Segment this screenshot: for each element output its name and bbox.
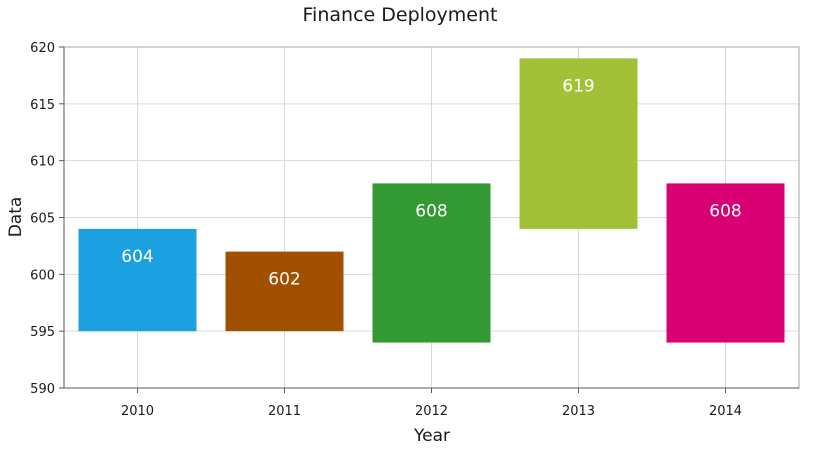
data-label-2011: 602 — [268, 270, 300, 290]
axes: 590 595 600 605 610 615 620 2010 2011 2012 2013 201… — [30, 41, 799, 419]
x-tick-label: 2013 — [562, 404, 595, 419]
y-tick-label: 615 — [30, 98, 55, 113]
x-tick-label: 2010 — [121, 404, 154, 419]
chart-title: Finance Deployment — [303, 4, 498, 26]
bar-2011[interactable] — [225, 251, 344, 332]
data-label-2013: 619 — [562, 76, 594, 96]
data-label-2010: 604 — [121, 247, 153, 267]
x-axis-label: Year — [413, 426, 450, 446]
y-tick-label: 620 — [30, 41, 55, 56]
x-tick-label: 2012 — [415, 404, 448, 419]
bar-2010[interactable] — [78, 228, 197, 332]
bar-2013[interactable] — [519, 58, 638, 229]
y-tick-label: 605 — [30, 212, 55, 227]
y-tick-label: 600 — [30, 268, 55, 283]
data-label-2014: 608 — [709, 201, 741, 221]
y-tick-label: 590 — [30, 382, 55, 397]
x-tick-label: 2011 — [268, 404, 301, 419]
y-tick-label: 610 — [30, 155, 55, 170]
data-label-2012: 608 — [415, 201, 447, 221]
y-axis-label: Data — [6, 197, 26, 238]
y-tick-label: 595 — [30, 325, 55, 340]
bar-2012[interactable] — [372, 183, 491, 343]
bar-2014[interactable] — [666, 183, 785, 343]
bars: 604 602 608 619 608 — [78, 58, 785, 343]
x-tick-label: 2014 — [709, 404, 742, 419]
